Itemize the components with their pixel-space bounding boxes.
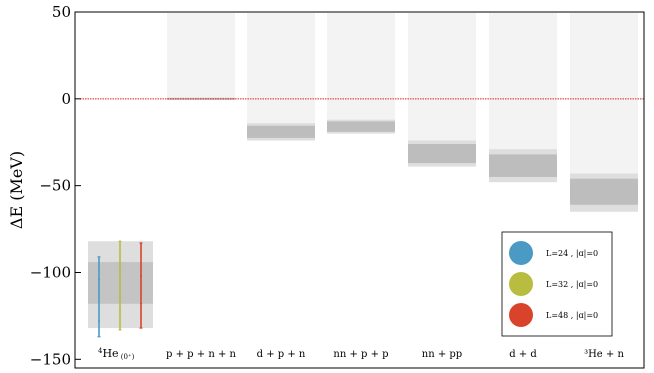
category-label: d + p + n bbox=[257, 349, 306, 360]
he4-error-bars bbox=[97, 240, 143, 338]
threshold-band-inner bbox=[489, 154, 557, 177]
category-label: ³He + n bbox=[584, 349, 624, 360]
category-label: nn + p + p bbox=[333, 349, 388, 360]
threshold-band-inner bbox=[408, 143, 476, 164]
legend-label: L=48 , |ɑ|=0 bbox=[546, 311, 598, 320]
threshold-column-bg bbox=[167, 13, 235, 99]
category-label: 4He (0⁺) bbox=[98, 347, 135, 361]
y-tick-label: 50 bbox=[52, 3, 71, 21]
threshold-band-inner bbox=[247, 125, 315, 138]
threshold-column-bg bbox=[327, 13, 395, 134]
category-label: d + d bbox=[509, 349, 537, 360]
threshold-band-inner bbox=[327, 121, 395, 132]
y-axis-label: ΔE (MeV) bbox=[7, 151, 26, 229]
legend-label: L=32 , |ɑ|=0 bbox=[546, 280, 598, 289]
legend-marker bbox=[509, 272, 533, 296]
category-label: p + p + n + n bbox=[166, 349, 236, 360]
legend-marker bbox=[509, 303, 533, 327]
y-tick-label: 0 bbox=[61, 90, 71, 108]
category-label: nn + pp bbox=[422, 349, 462, 360]
y-tick-label: −150 bbox=[30, 350, 71, 368]
legend: L=24 , |ɑ|=0 L=32 , |ɑ|=0 L=48 , |ɑ|=0 bbox=[501, 231, 613, 337]
threshold-column-bg bbox=[247, 13, 315, 141]
threshold-band-inner bbox=[570, 178, 638, 205]
y-tick-label: −100 bbox=[30, 263, 71, 281]
category-labels: 4He (0⁺) p + p + n + n d + p + n nn + p + p… bbox=[98, 347, 624, 361]
plot-frame bbox=[74, 11, 645, 369]
y-axis-ticks: 50 0 −50 −100 −150 bbox=[30, 3, 81, 368]
legend-marker bbox=[509, 241, 533, 265]
threshold-bands bbox=[167, 13, 638, 212]
y-tick-label: −50 bbox=[39, 177, 71, 195]
legend-label: L=24 , |ɑ|=0 bbox=[546, 249, 598, 258]
